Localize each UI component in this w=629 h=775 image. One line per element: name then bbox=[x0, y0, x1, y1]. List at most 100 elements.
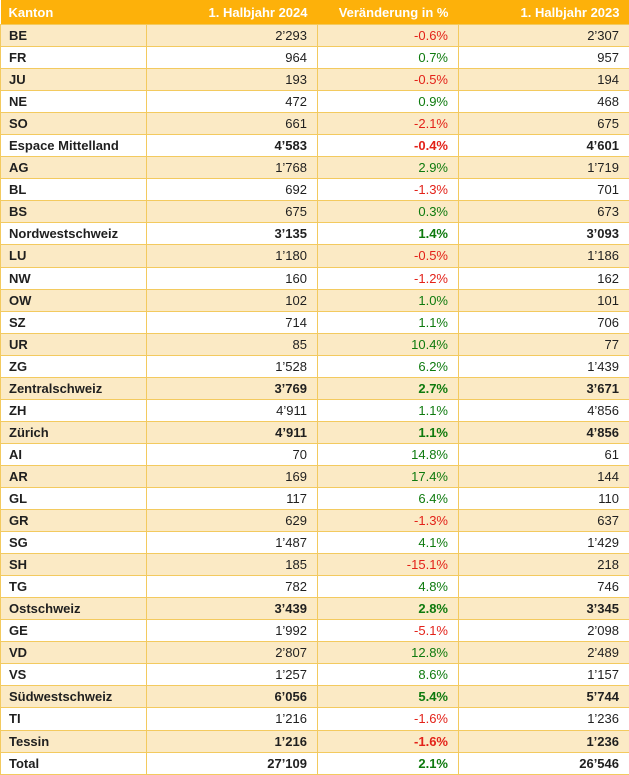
column-header-halbjahr-2023: 1. Halbjahr 2023 bbox=[458, 0, 629, 25]
cell-halbjahr-2023: 2’489 bbox=[458, 641, 629, 665]
cell-halbjahr-2023: 144 bbox=[458, 464, 629, 488]
canton-row: BL 692 -1.3% 701 bbox=[0, 178, 629, 202]
cell-halbjahr-2023: 3’093 bbox=[458, 222, 629, 246]
cell-veraenderung: -1.6% bbox=[317, 707, 459, 731]
canton-row: AR 169 17.4% 144 bbox=[0, 464, 629, 488]
cell-halbjahr-2023: 1’429 bbox=[458, 531, 629, 555]
cell-veraenderung: 5.4% bbox=[317, 685, 459, 709]
cell-veraenderung: 1.1% bbox=[317, 420, 459, 444]
cell-kanton: Tessin bbox=[0, 729, 147, 753]
cell-kanton: UR bbox=[0, 332, 147, 356]
canton-row: JU 193 -0.5% 194 bbox=[0, 68, 629, 92]
cell-halbjahr-2024: 85 bbox=[146, 332, 318, 356]
cell-kanton: TI bbox=[0, 707, 147, 731]
cell-veraenderung: 2.1% bbox=[317, 751, 459, 775]
cell-kanton: ZH bbox=[0, 398, 147, 422]
cell-halbjahr-2023: 1’236 bbox=[458, 729, 629, 753]
cell-halbjahr-2024: 675 bbox=[146, 200, 318, 224]
cell-halbjahr-2023: 194 bbox=[458, 68, 629, 92]
table-body: BE 2’293 -0.6% 2’307 FR 964 0.7% 957 JU … bbox=[0, 23, 629, 775]
cell-halbjahr-2024: 6’056 bbox=[146, 685, 318, 709]
header-row: Kanton 1. Halbjahr 2024 Veränderung in %… bbox=[0, 0, 629, 25]
cell-halbjahr-2023: 218 bbox=[458, 553, 629, 577]
canton-row: NE 472 0.9% 468 bbox=[0, 90, 629, 114]
cell-kanton: SG bbox=[0, 531, 147, 555]
cell-halbjahr-2023: 1’719 bbox=[458, 156, 629, 180]
cell-veraenderung: 4.1% bbox=[317, 531, 459, 555]
cell-veraenderung: 2.7% bbox=[317, 376, 459, 400]
cell-halbjahr-2024: 1’768 bbox=[146, 156, 318, 180]
canton-row: SH 185 -15.1% 218 bbox=[0, 553, 629, 577]
cell-veraenderung: 1.4% bbox=[317, 222, 459, 246]
cell-halbjahr-2024: 3’769 bbox=[146, 376, 318, 400]
cell-veraenderung: -5.1% bbox=[317, 619, 459, 643]
cell-halbjahr-2023: 1’186 bbox=[458, 244, 629, 268]
cell-halbjahr-2023: 4’601 bbox=[458, 134, 629, 158]
canton-row: AI 70 14.8% 61 bbox=[0, 442, 629, 466]
cell-kanton: NW bbox=[0, 266, 147, 290]
cell-halbjahr-2023: 2’307 bbox=[458, 23, 629, 48]
cell-halbjahr-2024: 70 bbox=[146, 442, 318, 466]
cell-halbjahr-2024: 4’911 bbox=[146, 398, 318, 422]
cell-halbjahr-2024: 692 bbox=[146, 178, 318, 202]
canton-row: SG 1’487 4.1% 1’429 bbox=[0, 531, 629, 555]
cell-veraenderung: 14.8% bbox=[317, 442, 459, 466]
cell-veraenderung: 6.4% bbox=[317, 486, 459, 511]
total-row: Total 27’109 2.1% 26’546 bbox=[0, 751, 629, 775]
canton-row: BS 675 0.3% 673 bbox=[0, 200, 629, 224]
cell-halbjahr-2024: 3’135 bbox=[146, 222, 318, 246]
canton-row: GE 1’992 -5.1% 2’098 bbox=[0, 619, 629, 643]
canton-row: OW 102 1.0% 101 bbox=[0, 288, 629, 312]
summary-row: Tessin 1’216 -1.6% 1’236 bbox=[0, 729, 629, 753]
cell-kanton: SO bbox=[0, 112, 147, 136]
cell-veraenderung: -2.1% bbox=[317, 112, 459, 136]
cell-halbjahr-2024: 193 bbox=[146, 68, 318, 92]
cell-halbjahr-2023: 957 bbox=[458, 46, 629, 70]
canton-row: GR 629 -1.3% 637 bbox=[0, 509, 629, 533]
cell-kanton: BE bbox=[0, 23, 147, 48]
cell-halbjahr-2024: 2’807 bbox=[146, 641, 318, 665]
canton-row: ZG 1’528 6.2% 1’439 bbox=[0, 354, 629, 378]
canton-row: VD 2’807 12.8% 2’489 bbox=[0, 641, 629, 665]
cell-halbjahr-2023: 77 bbox=[458, 332, 629, 356]
cell-halbjahr-2024: 1’216 bbox=[146, 729, 318, 753]
cell-kanton: SH bbox=[0, 553, 147, 577]
summary-row: Zürich 4’911 1.1% 4’856 bbox=[0, 420, 629, 444]
cell-veraenderung: -0.6% bbox=[317, 23, 459, 48]
cell-halbjahr-2023: 4’856 bbox=[458, 420, 629, 444]
cell-veraenderung: 0.9% bbox=[317, 90, 459, 114]
cell-halbjahr-2024: 27’109 bbox=[146, 751, 318, 775]
cell-veraenderung: 12.8% bbox=[317, 641, 459, 665]
cell-halbjahr-2024: 964 bbox=[146, 46, 318, 70]
cell-halbjahr-2024: 169 bbox=[146, 464, 318, 488]
summary-row: Ostschweiz 3’439 2.8% 3’345 bbox=[0, 597, 629, 621]
cell-halbjahr-2024: 3’439 bbox=[146, 597, 318, 621]
cell-halbjahr-2023: 61 bbox=[458, 442, 629, 466]
cell-veraenderung: 6.2% bbox=[317, 354, 459, 378]
canton-row: SZ 714 1.1% 706 bbox=[0, 310, 629, 334]
canton-row: VS 1’257 8.6% 1’157 bbox=[0, 663, 629, 687]
cell-halbjahr-2023: 1’236 bbox=[458, 707, 629, 731]
cell-kanton: Ostschweiz bbox=[0, 597, 147, 621]
cell-halbjahr-2023: 675 bbox=[458, 112, 629, 136]
canton-row: LU 1’180 -0.5% 1’186 bbox=[0, 244, 629, 268]
cell-kanton: Südwestschweiz bbox=[0, 685, 147, 709]
cell-veraenderung: -1.2% bbox=[317, 266, 459, 290]
cell-halbjahr-2023: 468 bbox=[458, 90, 629, 114]
cell-veraenderung: -15.1% bbox=[317, 553, 459, 577]
cell-halbjahr-2023: 706 bbox=[458, 310, 629, 334]
cell-veraenderung: -0.5% bbox=[317, 244, 459, 268]
cell-halbjahr-2024: 1’216 bbox=[146, 707, 318, 731]
summary-row: Zentralschweiz 3’769 2.7% 3’671 bbox=[0, 376, 629, 400]
column-header-halbjahr-2024: 1. Halbjahr 2024 bbox=[146, 0, 318, 25]
cell-kanton: AG bbox=[0, 156, 147, 180]
canton-row: TG 782 4.8% 746 bbox=[0, 575, 629, 599]
cell-halbjahr-2024: 4’583 bbox=[146, 134, 318, 158]
cell-halbjahr-2023: 110 bbox=[458, 486, 629, 511]
cell-veraenderung: 0.3% bbox=[317, 200, 459, 224]
cell-kanton: LU bbox=[0, 244, 147, 268]
canton-row: NW 160 -1.2% 162 bbox=[0, 266, 629, 290]
cell-halbjahr-2024: 185 bbox=[146, 553, 318, 577]
cell-halbjahr-2024: 1’257 bbox=[146, 663, 318, 687]
